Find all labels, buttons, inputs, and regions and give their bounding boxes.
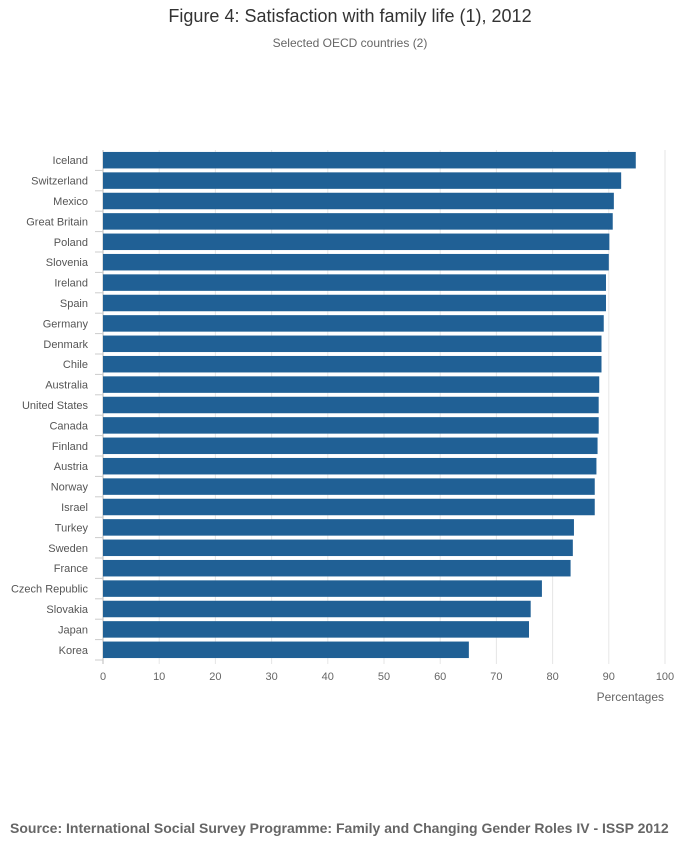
category-label: Korea <box>59 645 89 657</box>
x-tick-labels: 0 10 20 30 40 50 60 70 80 90 100 <box>100 671 674 683</box>
bar <box>103 355 602 373</box>
bar <box>103 294 606 312</box>
category-label: France <box>54 563 88 575</box>
category-label: Czech Republic <box>11 584 89 596</box>
category-labels: Iceland Switzerland Mexico Great Britain Pol… <box>11 155 89 657</box>
category-label: Germany <box>43 318 89 330</box>
category-label: Ireland <box>54 278 88 290</box>
category-label: Sweden <box>48 543 88 555</box>
bar <box>103 192 614 210</box>
x-tick-label: 50 <box>378 671 390 683</box>
bar <box>103 478 595 495</box>
category-label: Great Britain <box>26 216 88 228</box>
x-axis-label: Percentages <box>597 690 664 704</box>
x-tick-label: 20 <box>209 671 221 683</box>
category-label: Mexico <box>53 196 88 208</box>
category-label: Switzerland <box>31 176 88 188</box>
category-label: Israel <box>61 502 88 514</box>
category-label: Norway <box>51 482 89 494</box>
bar <box>103 376 600 393</box>
bar <box>103 253 609 271</box>
bar <box>103 233 610 251</box>
category-label: Poland <box>54 237 88 249</box>
category-label: Canada <box>49 420 88 432</box>
x-tick-label: 30 <box>265 671 277 683</box>
category-label: Austria <box>54 461 89 473</box>
bar <box>103 600 531 618</box>
category-label: Spain <box>60 298 88 310</box>
chart-title: Figure 4: Satisfaction with family life … <box>168 6 532 26</box>
bar <box>103 172 622 189</box>
bar <box>103 396 599 414</box>
bar <box>103 335 602 353</box>
x-tick-label: 60 <box>434 671 446 683</box>
category-label: Turkey <box>55 522 89 534</box>
bar <box>103 580 542 597</box>
bar <box>103 457 597 475</box>
bar <box>103 498 595 516</box>
category-label: United States <box>22 400 89 412</box>
x-tick-label: 100 <box>656 671 674 683</box>
x-tick-label: 90 <box>603 671 615 683</box>
bar <box>103 437 598 455</box>
category-label: Chile <box>63 359 88 371</box>
x-tick-label: 70 <box>490 671 502 683</box>
bar <box>103 315 604 332</box>
x-tick-label: 40 <box>322 671 334 683</box>
bar <box>103 151 636 169</box>
bar-chart: Iceland Switzerland Mexico Great Britain Pol… <box>11 150 674 704</box>
bar <box>103 519 574 536</box>
category-label: Iceland <box>53 155 88 167</box>
x-tick-label: 80 <box>546 671 558 683</box>
source-note: Source: International Social Survey Prog… <box>10 820 669 836</box>
category-label: Japan <box>58 624 88 636</box>
bar <box>103 274 606 291</box>
category-label: Australia <box>45 380 89 392</box>
category-label: Slovenia <box>46 257 89 269</box>
category-label: Slovakia <box>46 604 88 616</box>
chart-subtitle: Selected OECD countries (2) <box>272 36 428 50</box>
bar <box>103 539 573 557</box>
category-label: Denmark <box>43 339 88 351</box>
bar <box>103 641 469 659</box>
bar <box>103 621 529 638</box>
bar <box>103 417 599 434</box>
category-label: Finland <box>52 441 88 453</box>
x-tick-label: 10 <box>153 671 165 683</box>
bar <box>103 559 571 577</box>
x-tick-label: 0 <box>100 671 106 683</box>
bars <box>103 151 636 659</box>
bar <box>103 213 613 230</box>
